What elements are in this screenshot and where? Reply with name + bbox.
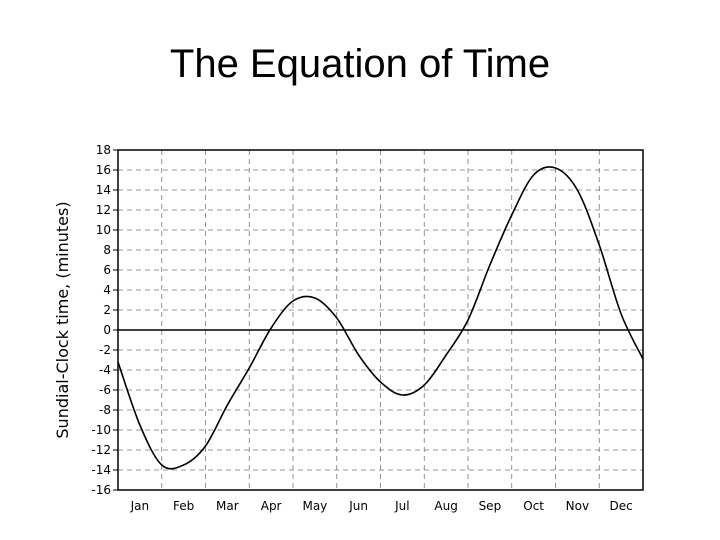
x-tick-label: Jan bbox=[130, 499, 150, 513]
y-tick-label: 18 bbox=[96, 143, 111, 157]
x-tick-label: Jun bbox=[348, 499, 368, 513]
series bbox=[117, 166, 644, 470]
y-tick-label: -4 bbox=[99, 363, 111, 377]
y-tick-label: -6 bbox=[99, 383, 111, 397]
y-tick-label: 16 bbox=[96, 163, 111, 177]
y-tick-label: 14 bbox=[96, 183, 111, 197]
grid bbox=[118, 150, 643, 490]
y-tick-label: -8 bbox=[99, 403, 111, 417]
y-axis-label: Sundial-Clock time, (minutes) bbox=[53, 201, 72, 438]
x-tick-label: Aug bbox=[434, 499, 457, 513]
plot-frame bbox=[117, 149, 644, 491]
x-tick-label: Jul bbox=[394, 499, 409, 513]
x-tick-label: Dec bbox=[610, 499, 633, 513]
y-tick-label: 0 bbox=[103, 323, 111, 337]
page-title: The Equation of Time bbox=[169, 42, 551, 86]
y-tick-label: -16 bbox=[91, 483, 111, 497]
x-tick-label: Nov bbox=[566, 499, 589, 513]
x-tick-label: Apr bbox=[261, 499, 282, 513]
x-tick-label: Oct bbox=[523, 499, 544, 513]
y-tick-label: -12 bbox=[91, 443, 111, 457]
series-line bbox=[117, 166, 644, 470]
x-tick-label: Feb bbox=[173, 499, 194, 513]
y-tick-label: 10 bbox=[96, 223, 111, 237]
axes bbox=[113, 149, 644, 491]
x-tick-label: Mar bbox=[216, 499, 239, 513]
y-tick-label: -2 bbox=[99, 343, 111, 357]
y-tick-label: 4 bbox=[103, 283, 111, 297]
x-tick-label: Sep bbox=[479, 499, 502, 513]
y-tick-labels: 18 16 14 12 10 8 6 4 2 0 -2 -4 -6 -8 -10 -12 -14 -16 bbox=[91, 143, 111, 497]
y-tick-label: -10 bbox=[91, 423, 111, 437]
y-tick-label: 12 bbox=[96, 203, 111, 217]
y-tick-label: 2 bbox=[103, 303, 111, 317]
y-tick-label: 6 bbox=[103, 263, 111, 277]
y-tick-label: -14 bbox=[91, 463, 111, 477]
x-tick-labels: Jan Feb Mar Apr May Jun Jul Aug Sep Oct Nov Dec bbox=[130, 499, 633, 513]
y-tick-label: 8 bbox=[103, 243, 111, 257]
x-tick-label: May bbox=[302, 499, 327, 513]
